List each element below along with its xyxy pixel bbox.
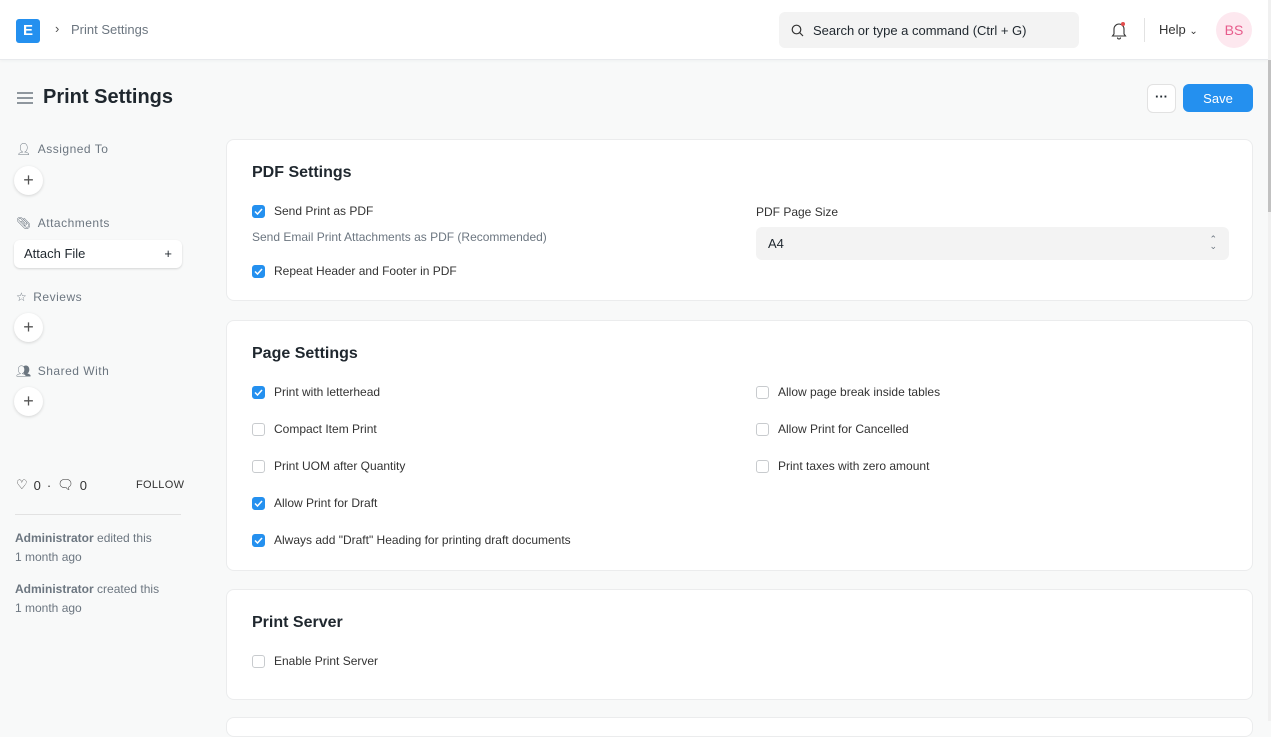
page-setting-checkbox[interactable]: Allow Print for Draft (252, 496, 377, 510)
star-icon: ☆ (16, 290, 28, 304)
send-print-description: Send Email Print Attachments as PDF (Rec… (252, 230, 547, 244)
repeat-header-footer-checkbox[interactable]: Repeat Header and Footer in PDF (252, 264, 457, 278)
page-setting-checkbox[interactable]: Always add "Draft" Heading for printing … (252, 533, 571, 547)
send-print-as-pdf-checkbox[interactable]: Send Print as PDF (252, 204, 373, 218)
more-actions-button[interactable]: ··· (1147, 84, 1176, 113)
checkbox-label: Allow Print for Cancelled (778, 422, 909, 436)
chevron-right-icon: › (55, 21, 60, 36)
help-dropdown[interactable]: Help ⌄ (1159, 22, 1198, 37)
page-title: Print Settings (43, 86, 174, 108)
checkbox-label: Print with letterhead (274, 385, 381, 399)
check-icon (252, 264, 265, 278)
attachments-label: 📎︎ Attachments (16, 216, 110, 230)
activity-item: Administrator created this 1 month ago (15, 582, 160, 615)
reviews-label: ☆ Reviews (16, 290, 82, 304)
user-add-icon: 👤︎ (16, 142, 32, 156)
section-title: Print Server (252, 614, 343, 631)
checkbox-box (252, 654, 265, 668)
checkbox-box (756, 459, 769, 473)
page-setting-checkbox[interactable]: Print UOM after Quantity (252, 459, 405, 473)
page-setting-checkbox[interactable]: Print with letterhead (252, 385, 380, 399)
check-icon (252, 204, 265, 218)
activity-item: Administrator edited this 1 month ago (15, 531, 152, 564)
next-section (226, 717, 1253, 737)
save-button[interactable]: Save (1183, 84, 1253, 112)
comment-count: 0 (79, 477, 87, 493)
sidebar-toggle-icon[interactable] (17, 91, 33, 105)
breadcrumb[interactable]: Print Settings (71, 22, 149, 37)
navbar: E › Print Settings Search or type a comm… (0, 0, 1268, 60)
checkbox-box (252, 459, 265, 473)
avatar[interactable]: BS (1216, 12, 1252, 48)
page-setting-checkbox[interactable]: Print taxes with zero amount (756, 459, 929, 473)
pdf-page-size-label: PDF Page Size (756, 205, 839, 219)
app-logo[interactable]: E (16, 19, 40, 43)
shared-with-label: 👥︎ Shared With (16, 364, 109, 378)
print-server-section: Print Server Enable Print Server (226, 589, 1253, 700)
sidebar-divider (15, 514, 181, 515)
checkbox-box (252, 422, 265, 436)
check-icon (252, 496, 265, 510)
heart-icon[interactable]: ♡ (16, 477, 28, 492)
select-arrows-icon: ⌃ ⌄ (1209, 234, 1217, 251)
checkbox-box (756, 422, 769, 436)
scrollbar-thumb[interactable] (1268, 60, 1271, 212)
comment-icon[interactable]: 🗨︎ (57, 477, 74, 492)
enable-print-server-checkbox[interactable]: Enable Print Server (252, 654, 378, 668)
navbar-divider (1144, 18, 1145, 42)
add-share-button[interactable]: + (14, 387, 43, 416)
shared-with-text: Shared With (37, 364, 110, 378)
checkbox-label: Print taxes with zero amount (778, 459, 930, 473)
checkbox-label: Compact Item Print (274, 422, 377, 436)
attachments-text: Attachments (37, 216, 110, 230)
section-title: Page Settings (252, 345, 358, 362)
assigned-to-label: 👤︎ Assigned To (16, 142, 108, 156)
search-input[interactable]: Search or type a command (Ctrl + G) (779, 12, 1079, 48)
pdf-page-size-select[interactable]: A4 ⌃ ⌄ (756, 227, 1229, 260)
reviews-text: Reviews (33, 290, 83, 304)
pdf-settings-section: PDF Settings Send Print as PDF Send Emai… (226, 139, 1253, 301)
add-assignee-button[interactable]: + (14, 166, 43, 195)
follow-button[interactable]: FOLLOW (136, 479, 185, 491)
checkbox-label: Print UOM after Quantity (274, 459, 406, 473)
select-value: A4 (768, 236, 784, 251)
plus-icon: + (164, 246, 172, 261)
users-icon: 👥︎ (16, 364, 32, 378)
assigned-to-text: Assigned To (37, 142, 109, 156)
paperclip-icon: 📎︎ (16, 216, 32, 230)
attach-file-label: Attach File (24, 246, 86, 261)
section-title: PDF Settings (252, 164, 352, 181)
page-setting-checkbox[interactable]: Compact Item Print (252, 422, 377, 436)
help-label: Help (1159, 22, 1186, 37)
page-setting-checkbox[interactable]: Allow page break inside tables (756, 385, 940, 399)
page-setting-checkbox[interactable]: Allow Print for Cancelled (756, 422, 909, 436)
checkbox-box (756, 385, 769, 399)
like-count: 0 (33, 477, 41, 493)
scrollbar[interactable] (1268, 0, 1271, 721)
checkbox-label: Always add "Draft" Heading for printing … (274, 533, 571, 547)
attach-file-button[interactable]: Attach File + (14, 240, 182, 268)
add-review-button[interactable]: + (14, 313, 43, 342)
check-icon (252, 533, 265, 547)
notification-bell-icon[interactable] (1110, 20, 1128, 40)
checkbox-label: Allow page break inside tables (778, 385, 941, 399)
chevron-down-icon: ⌄ (1189, 26, 1198, 37)
search-icon (791, 24, 804, 36)
search-placeholder: Search or type a command (Ctrl + G) (813, 22, 1027, 38)
checkbox-label: Allow Print for Draft (274, 496, 378, 510)
stats: ♡ 0 · 🗨︎ 0 (16, 477, 87, 493)
page-settings-section: Page Settings Print with letterhead Compa… (226, 320, 1253, 571)
check-icon (252, 385, 265, 399)
